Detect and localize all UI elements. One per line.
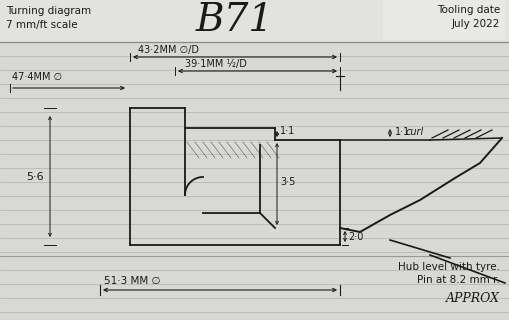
Text: July 2022: July 2022 [451,19,500,29]
Text: APPROX: APPROX [446,292,500,305]
Text: Hub level with tyre.: Hub level with tyre. [398,262,500,272]
FancyBboxPatch shape [383,0,505,40]
Text: Turning diagram: Turning diagram [6,6,91,16]
Text: 39·1MM ½/D: 39·1MM ½/D [185,59,247,69]
Text: Pin at 8.2 mm r.: Pin at 8.2 mm r. [417,275,500,285]
Bar [0,0,509,42]
Text: 7 mm/ft scale: 7 mm/ft scale [6,20,78,30]
Text: 5·6: 5·6 [26,172,44,181]
Text: 2·0: 2·0 [348,231,363,242]
Text: 47·4MM ∅: 47·4MM ∅ [12,72,62,82]
Bar [0,42,509,320]
Text: 43·2MM ∅/D: 43·2MM ∅/D [138,45,199,55]
Text: B71: B71 [196,2,274,39]
Text: 1·1: 1·1 [280,126,295,136]
Text: Tooling date: Tooling date [437,5,500,15]
Text: curl: curl [406,127,424,137]
Text: 51·3 MM ∅: 51·3 MM ∅ [104,276,160,286]
Text: 1·1: 1·1 [395,127,410,137]
Text: 3·5: 3·5 [280,177,295,187]
